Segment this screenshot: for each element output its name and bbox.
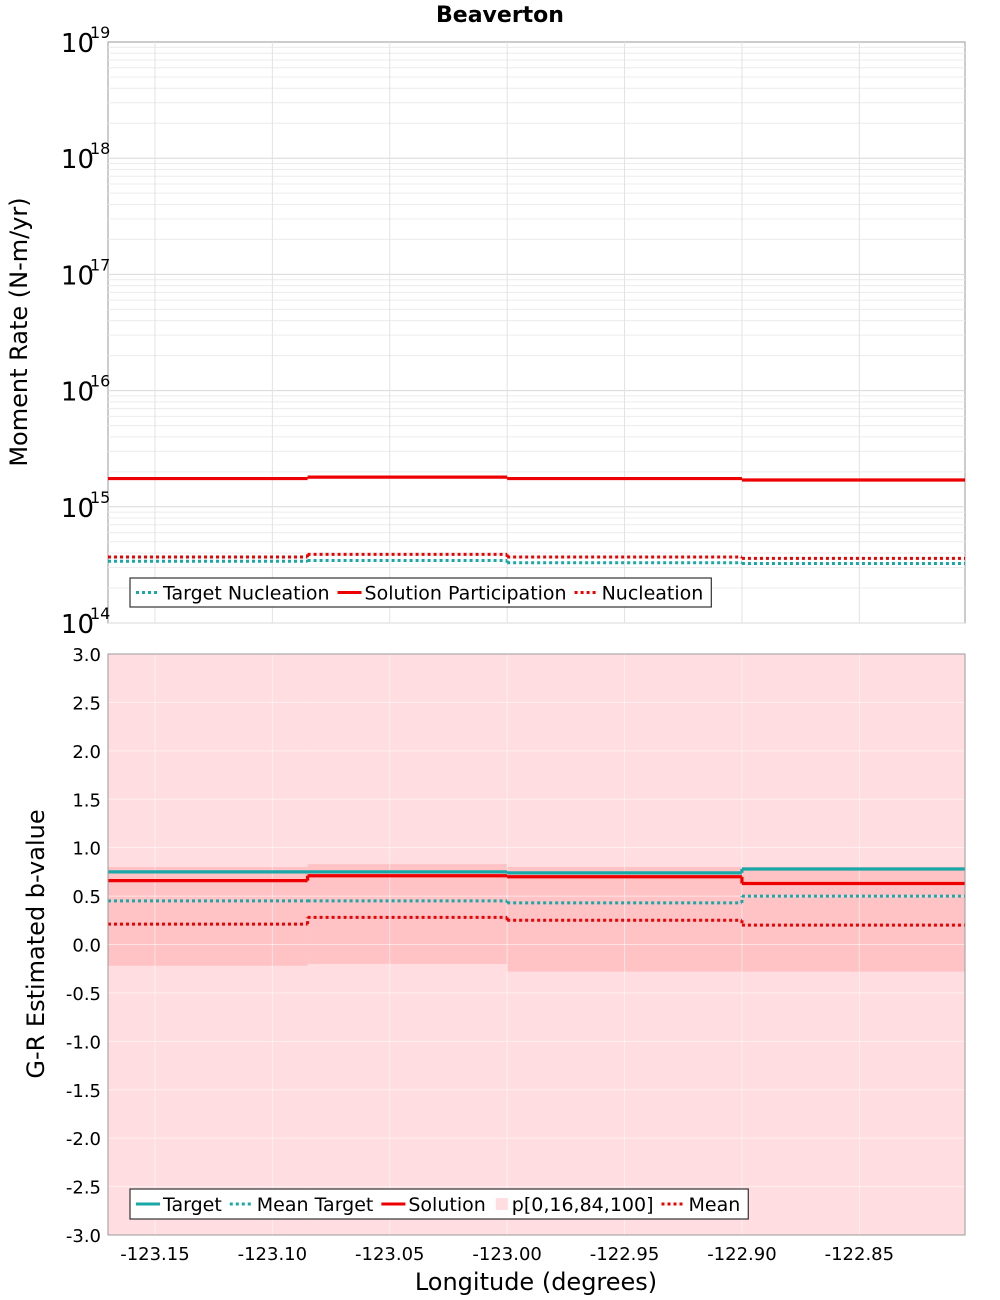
x-tick-label: -122.90 [707, 1244, 776, 1265]
nucleation-line [108, 552, 965, 560]
solution-line [108, 874, 965, 886]
y-tick-exponent: 18 [90, 139, 110, 158]
legend-box [129, 1188, 749, 1220]
b-value-series [108, 867, 965, 927]
y-tick-exponent: 17 [90, 255, 110, 274]
y-tick-label: 2.5 [72, 693, 101, 714]
legend-label: Mean Target [257, 1194, 374, 1216]
moment-rate-y-label: Moment Rate (N-m/yr) [5, 197, 33, 466]
y-tick-label: -1.5 [66, 1081, 101, 1102]
y-tick-base: 10 [61, 29, 94, 59]
legend-label: Nucleation [602, 583, 704, 605]
x-tick-label: -123.00 [472, 1244, 541, 1265]
y-tick-exponent: 16 [90, 372, 110, 391]
y-tick-label: -1.0 [66, 1032, 101, 1053]
legend-label: Target Nucleation [162, 583, 330, 605]
y-tick-label: 1.5 [72, 790, 101, 811]
y-tick-label: -3.0 [66, 1226, 101, 1247]
legend-swatch [495, 1198, 508, 1210]
y-tick-label: 3.0 [72, 645, 101, 666]
b-value-plot-area [107, 653, 966, 1236]
legend-item-p-0-16-84-100: p[0,16,84,100] [495, 1194, 654, 1216]
legend-item-target: Target [136, 1194, 222, 1216]
mean-target-line [108, 894, 965, 905]
b-value-x-ticks: -123.15 -123.10 -123.05 -123.00 -122.95 -122.… [120, 1244, 894, 1265]
moment-rate-series [108, 475, 965, 566]
y-tick-label: 0.5 [72, 887, 101, 908]
b-value-legend: Target Mean Target Solution p[0,16,84,100] M… [129, 1188, 749, 1220]
y-tick-base: 10 [61, 494, 94, 524]
moment-rate-grid [108, 42, 965, 624]
legend-item-target-nucleation: Target Nucleation [136, 583, 330, 605]
x-tick-label: -123.15 [120, 1244, 189, 1265]
y-tick-label: -2.0 [66, 1129, 101, 1150]
legend-item-solution-participation: Solution Participation [337, 583, 567, 605]
y-tick-base: 10 [61, 378, 94, 408]
y-tick-base: 10 [61, 145, 94, 175]
y-tick-base: 10 [61, 261, 94, 291]
solution-participation-line [108, 475, 965, 482]
inner-percentile-band [108, 867, 308, 966]
y-tick-label: 2.0 [72, 742, 101, 763]
x-tick-label: -123.10 [238, 1244, 307, 1265]
legend-box [129, 577, 712, 608]
b-value-panel: -3.0 -2.5 -2.0 -1.5 -1.0 -0.5 0.0 0.5 1.0 1.5 2.0 2… [22, 645, 966, 1296]
x-tick-label: -122.85 [825, 1244, 894, 1265]
legend-label: Solution Participation [365, 583, 567, 605]
y-tick-base: 10 [61, 610, 94, 640]
b-value-y-label: G-R Estimated b-value [22, 809, 50, 1078]
x-tick-label: -123.05 [355, 1244, 424, 1265]
target-nucleation-line [108, 559, 965, 566]
y-tick-exponent: 19 [90, 23, 110, 42]
legend-label: Mean [689, 1194, 741, 1216]
chart-title: Beaverton [436, 3, 564, 28]
y-tick-label: 1.0 [72, 839, 101, 860]
y-tick-label: -0.5 [66, 984, 101, 1005]
y-tick-exponent: 14 [90, 604, 110, 623]
y-tick-exponent: 15 [90, 488, 110, 507]
inner-percentile-band [307, 864, 508, 964]
legend-label: Target [162, 1194, 222, 1216]
legend-item-mean-target: Mean Target [229, 1194, 374, 1216]
target-line [108, 867, 965, 875]
moment-rate-legend: Target Nucleation Solution Participation N… [129, 577, 712, 608]
b-value-grid [108, 653, 965, 1236]
legend-label: p[0,16,84,100] [512, 1194, 654, 1216]
legend-item-mean: Mean [661, 1194, 741, 1216]
legend-item-nucleation: Nucleation [574, 583, 704, 605]
x-tick-label: -122.95 [590, 1244, 659, 1265]
legend-label: Solution [408, 1194, 485, 1216]
b-value-y-ticks: -3.0 -2.5 -2.0 -1.5 -1.0 -0.5 0.0 0.5 1.0 1.5 2.0 2… [66, 645, 101, 1247]
x-axis-label: Longitude (degrees) [415, 1268, 657, 1296]
legend-item-solution: Solution [381, 1194, 486, 1216]
y-tick-label: -2.5 [66, 1178, 101, 1199]
moment-rate-plot-area [107, 41, 966, 624]
mean-line [108, 915, 965, 927]
y-tick-label: 0.0 [72, 936, 101, 957]
